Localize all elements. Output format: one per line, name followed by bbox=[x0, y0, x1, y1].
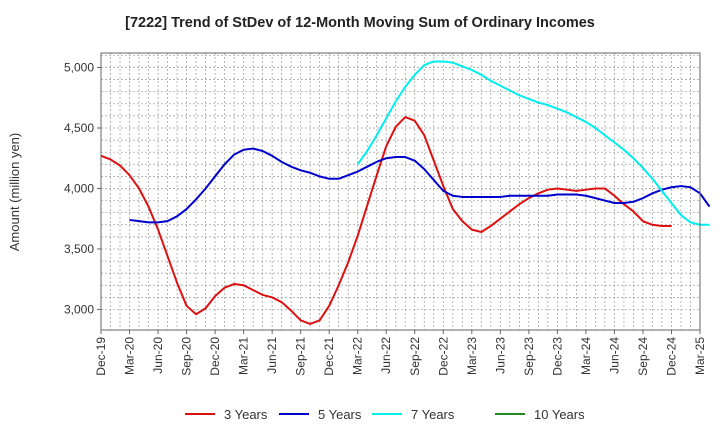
x-tick-label: Mar-22 bbox=[351, 337, 365, 375]
x-tick-label: Mar-24 bbox=[579, 337, 593, 375]
y-tick-label: 4,000 bbox=[64, 181, 94, 195]
y-tick-label: 4,500 bbox=[64, 121, 94, 135]
legend-label-7-years: 7 Years bbox=[411, 407, 455, 422]
x-tick-label: Dec-20 bbox=[208, 337, 222, 376]
x-tick-label: Sep-20 bbox=[180, 337, 194, 376]
x-tick-label: Jun-22 bbox=[379, 337, 393, 374]
y-tick-label: 3,500 bbox=[64, 242, 94, 256]
x-tick-label: Mar-25 bbox=[693, 337, 707, 375]
x-tick-label: Jun-23 bbox=[493, 337, 507, 374]
y-axis-ticks: 3,000 3,500 4,000 4,500 5,000 bbox=[64, 61, 101, 316]
plot-frame bbox=[100, 52, 701, 331]
legend-label-10-years: 10 Years bbox=[534, 407, 585, 422]
x-tick-label: Dec-19 bbox=[94, 337, 108, 376]
x-tick-label: Sep-23 bbox=[522, 337, 536, 376]
series-line-3-years bbox=[100, 116, 672, 325]
x-tick-label: Jun-21 bbox=[265, 337, 279, 374]
x-tick-label: Jun-24 bbox=[607, 337, 621, 374]
y-axis-label: Amount (million yen) bbox=[7, 133, 22, 252]
x-tick-label: Dec-21 bbox=[322, 337, 336, 376]
x-tick-label: Jun-20 bbox=[151, 337, 165, 374]
series-line-7-years bbox=[356, 60, 710, 226]
x-tick-label: Dec-24 bbox=[664, 337, 678, 376]
chart-title: [7222] Trend of StDev of 12-Month Moving… bbox=[125, 15, 595, 31]
x-tick-label: Dec-23 bbox=[550, 337, 564, 376]
y-tick-label: 3,000 bbox=[64, 302, 94, 316]
x-tick-label: Sep-22 bbox=[408, 337, 422, 376]
x-tick-label: Mar-23 bbox=[465, 337, 479, 375]
legend: 3 Years 5 Years 7 Years 10 Years bbox=[185, 407, 585, 422]
series-line-5-years bbox=[129, 147, 711, 224]
x-tick-label: Dec-22 bbox=[436, 337, 450, 376]
legend-label-3-years: 3 Years bbox=[224, 407, 268, 422]
x-tick-label: Sep-21 bbox=[294, 337, 308, 376]
x-tick-label: Mar-20 bbox=[123, 337, 137, 375]
series-lines bbox=[100, 60, 711, 325]
y-tick-label: 5,000 bbox=[64, 61, 94, 75]
x-axis-ticks: Dec-19 Mar-20 Jun-20 Sep-20 Dec-20 Mar-21 Jun-… bbox=[94, 330, 707, 376]
x-tick-label: Mar-21 bbox=[237, 337, 251, 375]
x-tick-label: Sep-24 bbox=[636, 337, 650, 376]
legend-label-5-years: 5 Years bbox=[318, 407, 362, 422]
